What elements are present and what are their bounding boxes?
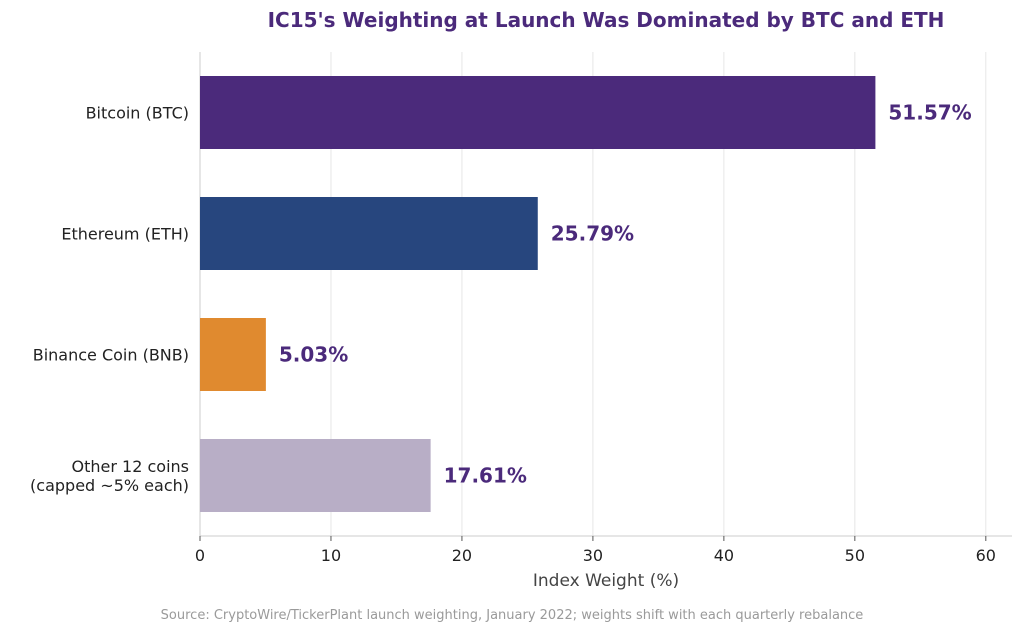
category-label: Bitcoin (BTC) [86, 104, 189, 123]
x-tick-label: 0 [195, 546, 205, 565]
x-tick-label: 60 [976, 546, 996, 565]
source-note: Source: CryptoWire/TickerPlant launch we… [160, 608, 864, 623]
value-label: 51.57% [888, 101, 971, 125]
x-tick-label: 20 [452, 546, 472, 565]
x-tick-label: 30 [583, 546, 603, 565]
x-ticks: 0 10 20 30 40 50 60 [195, 536, 996, 565]
chart-title: IC15's Weighting at Launch Was Dominated… [267, 8, 945, 32]
bar [200, 439, 431, 512]
x-tick-label: 50 [845, 546, 865, 565]
category-label: Other 12 coins (capped ~5% each) [30, 457, 189, 495]
category-labels: Bitcoin (BTC) Ethereum (ETH) Binance Coin … [30, 104, 189, 496]
value-label: 17.61% [444, 464, 527, 488]
x-axis-label: Index Weight (%) [533, 571, 679, 591]
value-label: 25.79% [551, 222, 634, 246]
bar [200, 318, 266, 391]
category-label: Binance Coin (BNB) [33, 346, 189, 365]
category-label: Ethereum (ETH) [61, 225, 189, 244]
value-labels: 51.57% 25.79% 5.03% 17.61% [279, 101, 972, 488]
x-tick-label: 10 [321, 546, 341, 565]
bar [200, 76, 876, 149]
bar [200, 197, 538, 270]
value-label: 5.03% [279, 343, 348, 367]
bars [200, 76, 876, 512]
x-tick-label: 40 [714, 546, 734, 565]
